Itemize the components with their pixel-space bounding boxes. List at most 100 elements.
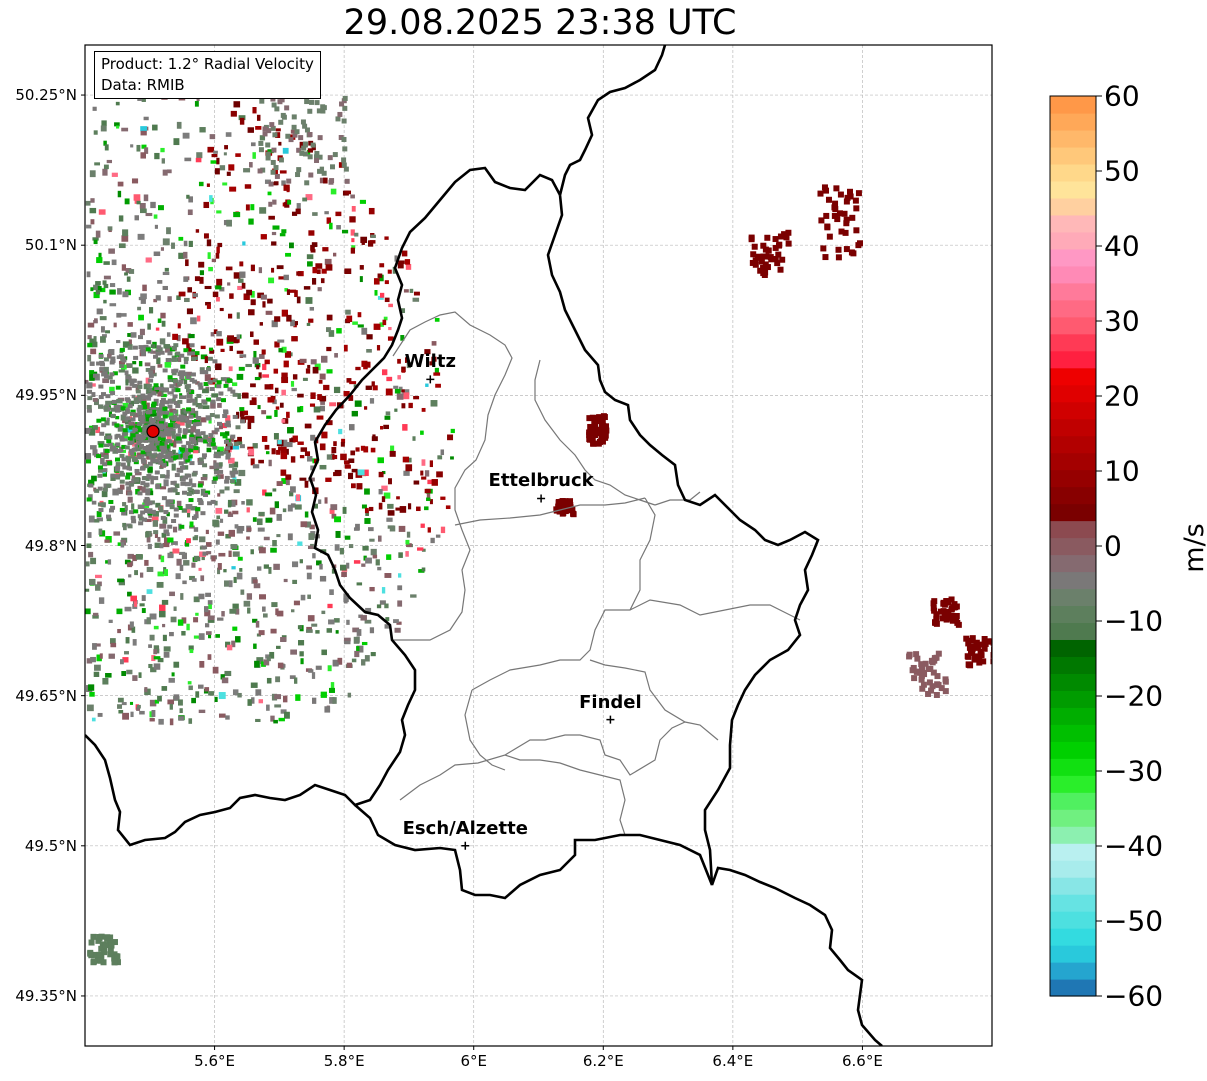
colorbar-tick-label: −50 — [1104, 904, 1164, 938]
radar-echoes — [85, 88, 992, 966]
colorbar-segment — [1050, 911, 1096, 929]
data-source-label: Data: RMIB — [101, 76, 185, 94]
axis-ticks — [81, 94, 863, 1050]
product-label: Product: 1.2° Radial Velocity — [101, 55, 314, 73]
colorbar-segment — [1050, 384, 1096, 403]
colorbar-segment — [1050, 282, 1096, 301]
colorbar-segment — [1050, 265, 1096, 284]
lat-tick-label: 49.8°N — [24, 536, 77, 555]
colorbar-segment — [1050, 469, 1096, 488]
colorbar-segment — [1050, 894, 1096, 912]
colorbar-tick-label: −40 — [1104, 829, 1164, 863]
colorbar-tick-label: −60 — [1104, 979, 1164, 1013]
colorbar-segment — [1050, 843, 1096, 861]
colorbar-segment — [1050, 945, 1096, 963]
colorbar-segment — [1050, 639, 1096, 657]
colorbar-segment — [1050, 809, 1096, 827]
borders — [85, 45, 883, 1046]
country-border-france — [354, 804, 714, 900]
city-marker — [461, 841, 470, 850]
colorbar-segment — [1050, 775, 1096, 793]
colorbar — [1049, 95, 1102, 997]
city-label: Esch/Alzette — [402, 817, 528, 839]
colorbar-segment — [1050, 622, 1096, 640]
colorbar-segment — [1050, 588, 1096, 607]
colorbar-segment — [1050, 248, 1096, 267]
colorbar-tick-label: 0 — [1104, 529, 1122, 563]
colorbar-segment — [1050, 707, 1096, 725]
colorbar-tick-label: −20 — [1104, 679, 1164, 713]
lon-tick-label: 6.2°E — [582, 1052, 624, 1070]
lat-tick-label: 50.1°N — [24, 236, 77, 255]
colorbar-segment — [1050, 316, 1096, 335]
colorbar-tick-label: −30 — [1104, 754, 1164, 788]
city-label: Findel — [579, 691, 642, 713]
colorbar-segment — [1050, 435, 1096, 454]
gridlines — [85, 45, 992, 1046]
product-info-box: Product: 1.2° Radial Velocity Data: RMIB — [94, 51, 321, 99]
lat-tick-label: 50.25°N — [15, 86, 77, 105]
colorbar-segment — [1050, 401, 1096, 420]
colorbar-tick-label: 10 — [1104, 454, 1140, 488]
colorbar-segment — [1050, 724, 1096, 742]
colorbar-segment — [1050, 741, 1096, 759]
colorbar-segment — [1050, 214, 1096, 233]
colorbar-segment — [1050, 792, 1096, 810]
colorbar-segment — [1050, 605, 1096, 624]
colorbar-segment — [1050, 673, 1096, 691]
colorbar-segment — [1050, 146, 1096, 165]
lon-tick-label: 6.4°E — [712, 1052, 754, 1070]
city-label: Ettelbruck — [488, 470, 594, 492]
lat-tick-label: 49.65°N — [15, 686, 77, 705]
colorbar-tick-label: 30 — [1104, 304, 1140, 338]
colorbar-segment — [1050, 418, 1096, 437]
map-title: 29.08.2025 23:38 UTC — [343, 3, 737, 43]
colorbar-segment — [1050, 758, 1096, 776]
colorbar-segment — [1050, 503, 1096, 522]
colorbar-segment — [1050, 333, 1096, 352]
colorbar-segment — [1050, 554, 1096, 573]
colorbar-segment — [1050, 197, 1096, 216]
lon-tick-label: 6°E — [460, 1052, 487, 1070]
colorbar-segment — [1050, 877, 1096, 895]
colorbar-tick-label: 50 — [1104, 154, 1140, 188]
colorbar-segment — [1050, 163, 1096, 182]
colorbar-segment — [1050, 520, 1096, 539]
colorbar-segment — [1050, 96, 1096, 114]
colorbar-segment — [1050, 452, 1096, 471]
lat-tick-label: 49.35°N — [15, 986, 77, 1005]
colorbar-segment — [1050, 486, 1096, 505]
colorbar-segment — [1050, 350, 1096, 369]
canton-boundaries — [392, 311, 801, 836]
city-marker — [426, 375, 435, 384]
country-border-belgium — [85, 166, 562, 847]
colorbar-segment — [1050, 962, 1096, 980]
colorbar-segment — [1050, 129, 1096, 148]
city-label: Wiltz — [404, 351, 456, 373]
lat-tick-label: 49.95°N — [15, 386, 77, 405]
colorbar-segment — [1050, 299, 1096, 318]
city-marker — [606, 715, 615, 724]
lon-tick-label: 5.6°E — [194, 1052, 235, 1070]
colorbar-segment — [1050, 656, 1096, 674]
colorbar-tick-label: −10 — [1104, 604, 1164, 638]
colorbar-segment — [1050, 979, 1096, 997]
colorbar-tick-label: 60 — [1104, 79, 1140, 113]
colorbar-segment — [1050, 928, 1096, 946]
lon-tick-label: 6.6°E — [842, 1052, 883, 1070]
colorbar-segment — [1050, 112, 1096, 131]
colorbar-unit-label: m/s — [1179, 523, 1207, 573]
city-marker — [537, 494, 546, 503]
colorbar-segment — [1050, 690, 1096, 708]
colorbar-tick-label: 20 — [1104, 379, 1140, 413]
lon-tick-label: 5.8°E — [323, 1052, 365, 1070]
city-markers — [426, 375, 615, 850]
country-border-germany — [546, 45, 883, 1046]
lat-tick-label: 49.5°N — [24, 836, 77, 855]
colorbar-segment — [1050, 180, 1096, 199]
radar-site-marker — [146, 424, 160, 438]
colorbar-segment — [1050, 860, 1096, 878]
colorbar-segment — [1050, 826, 1096, 844]
colorbar-segment — [1050, 231, 1096, 250]
